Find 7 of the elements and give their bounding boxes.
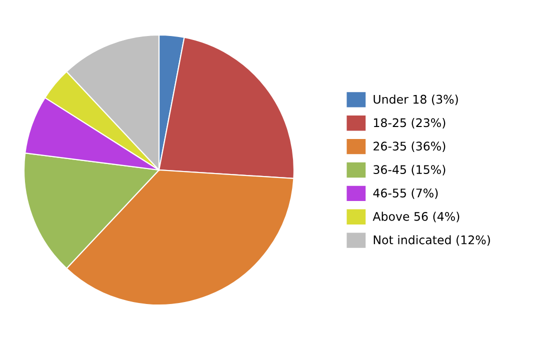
legend-label: Not indicated (12%)	[374, 235, 490, 246]
legend-label: 36-45 (15%)	[374, 164, 446, 176]
legend-label: Above 56 (4%)	[372, 212, 460, 222]
legend-label: 18-25 (23%)	[374, 118, 446, 129]
legend-label: 26-35 (36%)	[374, 141, 446, 152]
legend-label: Under 18 (3%)	[374, 94, 458, 106]
legend-label: 46-55 (7%)	[373, 188, 438, 199]
